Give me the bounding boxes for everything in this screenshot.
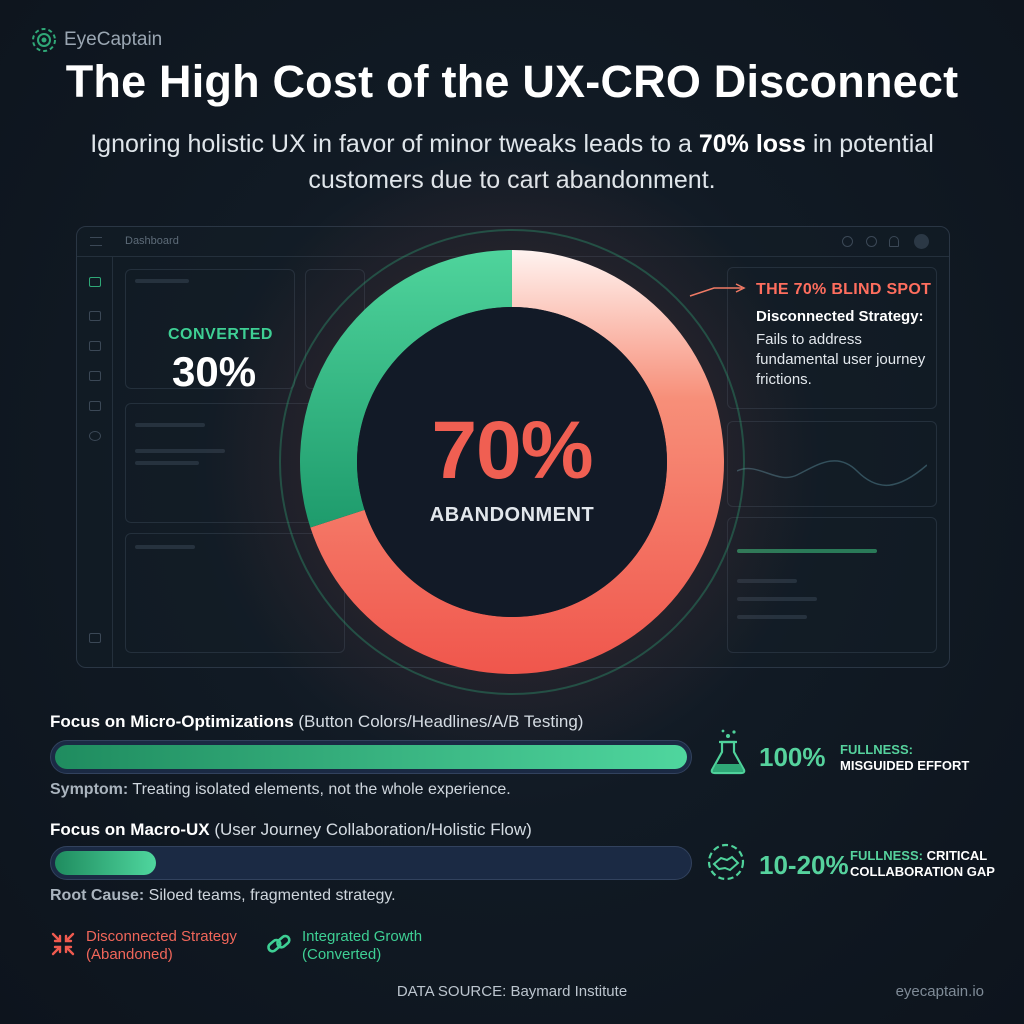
dashboard-placeholder-line [135, 423, 205, 427]
dashboard-placeholder-line [135, 461, 199, 465]
row-note-macro: Root Cause: Siloed teams, fragmented str… [50, 887, 396, 905]
site-link[interactable]: eyecaptain.io [895, 983, 984, 1000]
metric-desc: CRITICAL [922, 848, 988, 863]
eye-logo-icon [32, 28, 56, 52]
legend-line: Disconnected Strategy [86, 928, 237, 945]
dashboard-placeholder-line [737, 615, 807, 619]
macro-metric-value: 10-20% [759, 850, 849, 880]
dashboard-placeholder-line [135, 279, 189, 283]
data-source: DATA SOURCE: Baymard Institute [396, 983, 628, 1000]
metric-key: FULLNESS: [840, 742, 913, 757]
dashboard-placeholder-line [737, 549, 877, 553]
page-subtitle: Ignoring holistic UX in favor of minor t… [80, 126, 944, 198]
metric-key: FULLNESS: [850, 848, 923, 863]
dashboard-title: Dashboard [125, 235, 179, 247]
macro-progress-bar [50, 846, 692, 880]
legend-line: (Converted) [302, 946, 382, 963]
converted-label: CONVERTED [168, 326, 273, 343]
macro-progress-fill [55, 851, 156, 875]
dashboard-sidebar [77, 257, 113, 667]
flask-icon [710, 729, 746, 775]
search-icon [842, 236, 853, 247]
legend-item-integrated: Integrated Growth (Converted) [266, 928, 422, 964]
dashboard-sparkline [737, 460, 927, 486]
legend-line: (Abandoned) [86, 946, 173, 963]
row-title-bold: Focus on Macro-UX [50, 820, 210, 839]
legend-line: Integrated Growth [302, 928, 423, 945]
dashboard-topbar: Dashboard [77, 227, 949, 257]
subtitle-pre: Ignoring holistic UX in favor of minor t… [90, 130, 699, 158]
abandonment-value: 70% [431, 405, 593, 496]
macro-metric-label: FULLNESS: CRITICAL COLLABORATION GAP [850, 848, 995, 880]
row-note-text: Treating isolated elements, not the whol… [128, 781, 511, 798]
menu-icon [90, 237, 102, 246]
dashboard-placeholder-line [737, 597, 817, 601]
subtitle-highlight: 70% loss [698, 130, 806, 158]
dashboard-placeholder-line [737, 579, 797, 583]
bell-icon [889, 236, 899, 247]
brand-name: EyeCaptain [64, 29, 163, 50]
row-title-rest: (Button Colors/Headlines/A/B Testing) [293, 712, 584, 731]
callout-heading: Disconnected Strategy: [756, 308, 924, 325]
metric-desc: MISGUIDED EFFORT [840, 758, 970, 773]
brand: EyeCaptain [30, 26, 162, 54]
metric-desc: COLLABORATION GAP [850, 864, 995, 879]
callout-body: Fails to address fundamental user journe… [756, 331, 926, 388]
arrows-inward-icon [51, 932, 75, 956]
settings-icon [866, 236, 877, 247]
chain-link-icon [267, 934, 291, 953]
micro-progress-bar [50, 740, 692, 774]
legend-item-disconnected: Disconnected Strategy (Abandoned) [50, 928, 237, 964]
legend-text: Integrated Growth (Converted) [302, 928, 422, 964]
micro-metric-label: FULLNESS: MISGUIDED EFFORT [840, 742, 969, 774]
apps-icon [89, 311, 101, 321]
abandonment-label: ABANDONMENT [429, 504, 595, 526]
row-title-macro: Focus on Macro-UX (User Journey Collabor… [50, 820, 532, 840]
row-title-micro: Focus on Micro-Optimizations (Button Col… [50, 712, 583, 732]
handshake-gear-icon [707, 843, 745, 881]
avatar [914, 234, 929, 249]
dashboard-placeholder-line [135, 449, 225, 453]
dashboard-panel [305, 269, 365, 389]
micro-metric-value: 100% [759, 742, 826, 772]
clipboard-icon [89, 341, 101, 351]
dashboard-panel [727, 517, 937, 653]
dashboard-placeholder-line [135, 545, 195, 549]
callout-title: THE 70% BLIND SPOT [756, 281, 932, 298]
row-note-text: Siloed teams, fragmented strategy. [144, 887, 396, 904]
card-icon [89, 401, 101, 411]
row-title-bold: Focus on Micro-Optimizations [50, 712, 294, 731]
grid-icon [89, 277, 101, 287]
page-title: The High Cost of the UX-CRO Disconnect [65, 56, 959, 107]
row-note-label: Symptom: [50, 781, 129, 798]
row-note-micro: Symptom: Treating isolated elements, not… [50, 781, 511, 799]
row-note-label: Root Cause: [50, 887, 145, 904]
logout-icon [89, 633, 101, 643]
row-title-rest: (User Journey Collaboration/Holistic Flo… [209, 820, 532, 839]
gear-icon [89, 431, 101, 441]
database-icon [89, 371, 101, 381]
dashboard-panel [125, 533, 345, 653]
micro-progress-fill [55, 745, 687, 769]
converted-value: 30% [172, 348, 257, 395]
legend-text: Disconnected Strategy (Abandoned) [86, 928, 237, 964]
